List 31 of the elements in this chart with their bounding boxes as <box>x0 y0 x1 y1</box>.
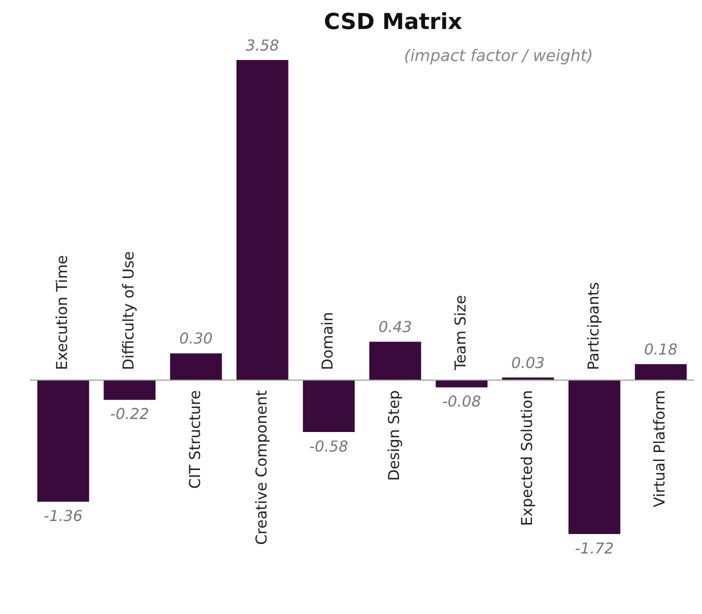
bar <box>302 380 355 432</box>
bar <box>104 380 156 400</box>
bar <box>170 353 222 380</box>
chart-subtitle: (impact factor / weight) <box>402 46 593 65</box>
x-tick-label: Team Size <box>451 294 470 372</box>
data-label: 0.30 <box>179 330 213 348</box>
x-tick-label: Expected Solution <box>518 390 536 526</box>
data-label: 0.03 <box>511 354 545 372</box>
bar <box>634 364 687 380</box>
bar <box>369 342 422 380</box>
data-label: -0.08 <box>442 392 482 411</box>
bar <box>568 380 620 534</box>
x-tick-label: Design Step <box>385 390 404 481</box>
chart-title: CSD Matrix <box>322 10 464 35</box>
data-label: -1.72 <box>574 539 614 558</box>
data-label: -0.58 <box>309 437 348 456</box>
x-tick-label: Domain <box>318 312 337 370</box>
data-label: 0.18 <box>644 340 678 358</box>
x-tick-label: CIT Structure <box>186 390 204 489</box>
data-label: 0.43 <box>378 318 412 336</box>
x-tick-label: Participants <box>584 282 602 370</box>
x-tick-label: Virtual Platform <box>650 390 669 508</box>
bar <box>436 380 488 388</box>
bar <box>236 60 288 380</box>
x-tick-label: Execution Time <box>53 255 72 370</box>
data-label: 3.58 <box>246 36 280 54</box>
x-tick-label: Difficulty of Use <box>119 251 138 370</box>
x-tick-label: Creative Component <box>252 390 270 545</box>
data-label: -0.22 <box>110 405 150 424</box>
data-label: -1.36 <box>44 507 83 526</box>
bar <box>37 380 90 502</box>
